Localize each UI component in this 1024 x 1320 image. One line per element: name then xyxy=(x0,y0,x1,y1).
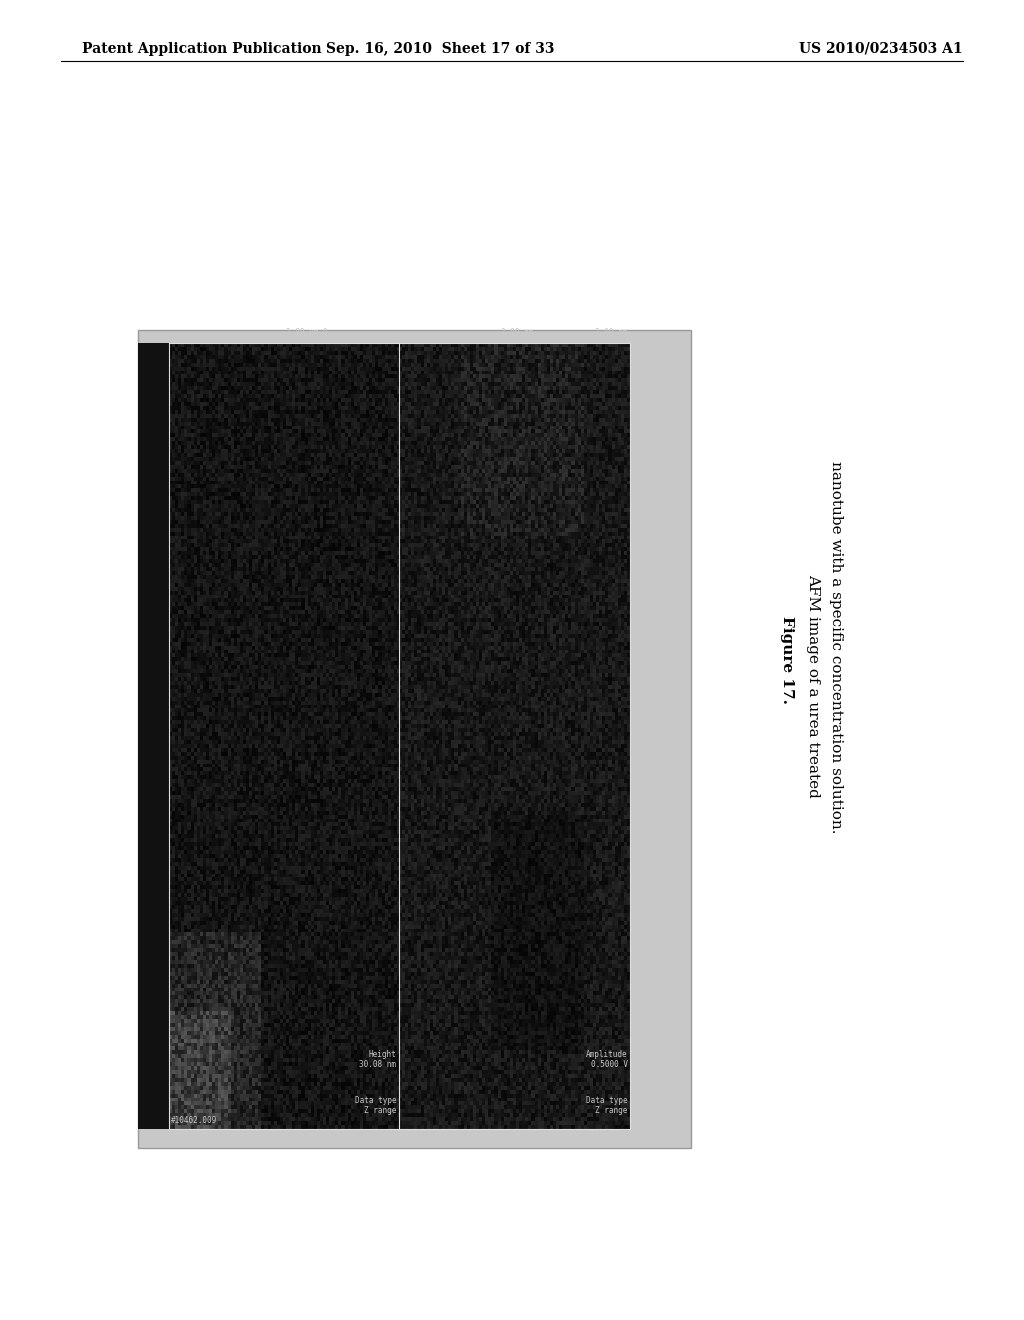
Text: Amplitude
0.5000 V: Amplitude 0.5000 V xyxy=(586,1049,628,1069)
Text: Figure 17.: Figure 17. xyxy=(780,616,795,704)
Text: nanotube with a specific concentration solution.: nanotube with a specific concentration s… xyxy=(829,461,844,833)
Text: Data type
Z range: Data type Z range xyxy=(586,1096,628,1115)
Text: 3.09 nm: 3.09 nm xyxy=(501,327,534,337)
Bar xyxy=(138,343,169,1129)
Text: 2.89 µm 0: 2.89 µm 0 xyxy=(287,327,328,337)
Text: Patent Application Publication: Patent Application Publication xyxy=(82,42,322,55)
Text: Sep. 16, 2010  Sheet 17 of 33: Sep. 16, 2010 Sheet 17 of 33 xyxy=(326,42,555,55)
Text: US 2010/0234503 A1: US 2010/0234503 A1 xyxy=(799,42,963,55)
Text: 3.09 nm: 3.09 nm xyxy=(595,327,628,337)
Text: AFM image of a urea treated: AFM image of a urea treated xyxy=(806,574,820,799)
Text: #10462.009: #10462.009 xyxy=(171,1115,217,1125)
Bar xyxy=(138,330,691,1148)
Text: Height
30.08 nm: Height 30.08 nm xyxy=(359,1049,396,1069)
Text: Data type
Z range: Data type Z range xyxy=(354,1096,396,1115)
